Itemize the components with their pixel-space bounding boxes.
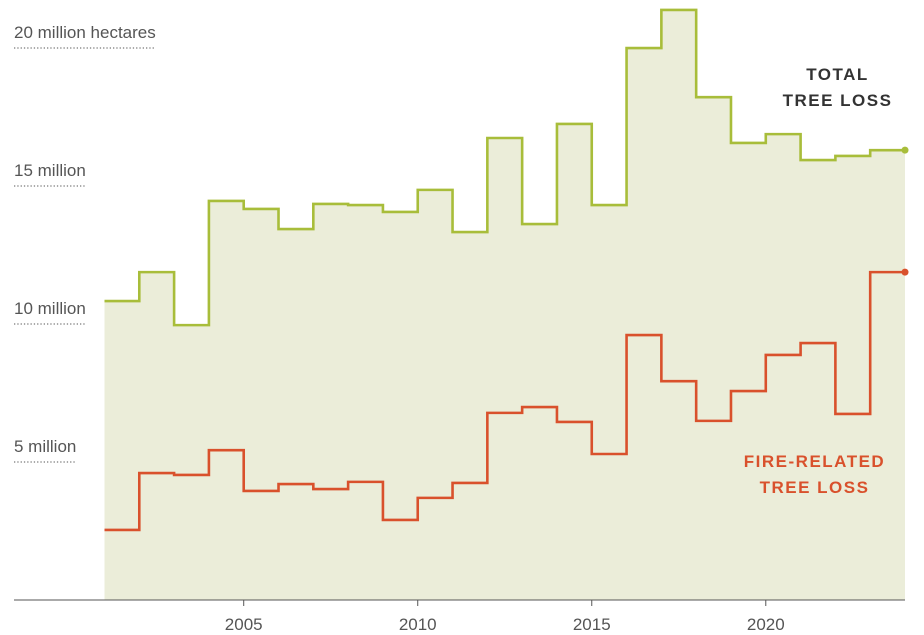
- step-line: [104, 8, 905, 327]
- x-tick-label: 2015: [573, 615, 611, 634]
- x-tick-label: 2010: [399, 615, 437, 634]
- x-tick-label: 2005: [225, 615, 263, 634]
- series-label: TOTAL TREE LOSS: [782, 65, 893, 110]
- end-dot: [901, 268, 909, 276]
- step-line: [104, 270, 905, 532]
- end-dot: [901, 146, 909, 154]
- series-label: FIRE-RELATED TREE LOSS: [743, 452, 886, 497]
- area: [104, 9, 905, 600]
- y-tick-label: 10 million: [14, 299, 86, 318]
- y-tick-label: 15 million: [14, 161, 86, 180]
- y-tick-label: 20 million hectares: [14, 23, 156, 42]
- y-tick-label: 5 million: [14, 437, 76, 456]
- x-tick-label: 2020: [747, 615, 785, 634]
